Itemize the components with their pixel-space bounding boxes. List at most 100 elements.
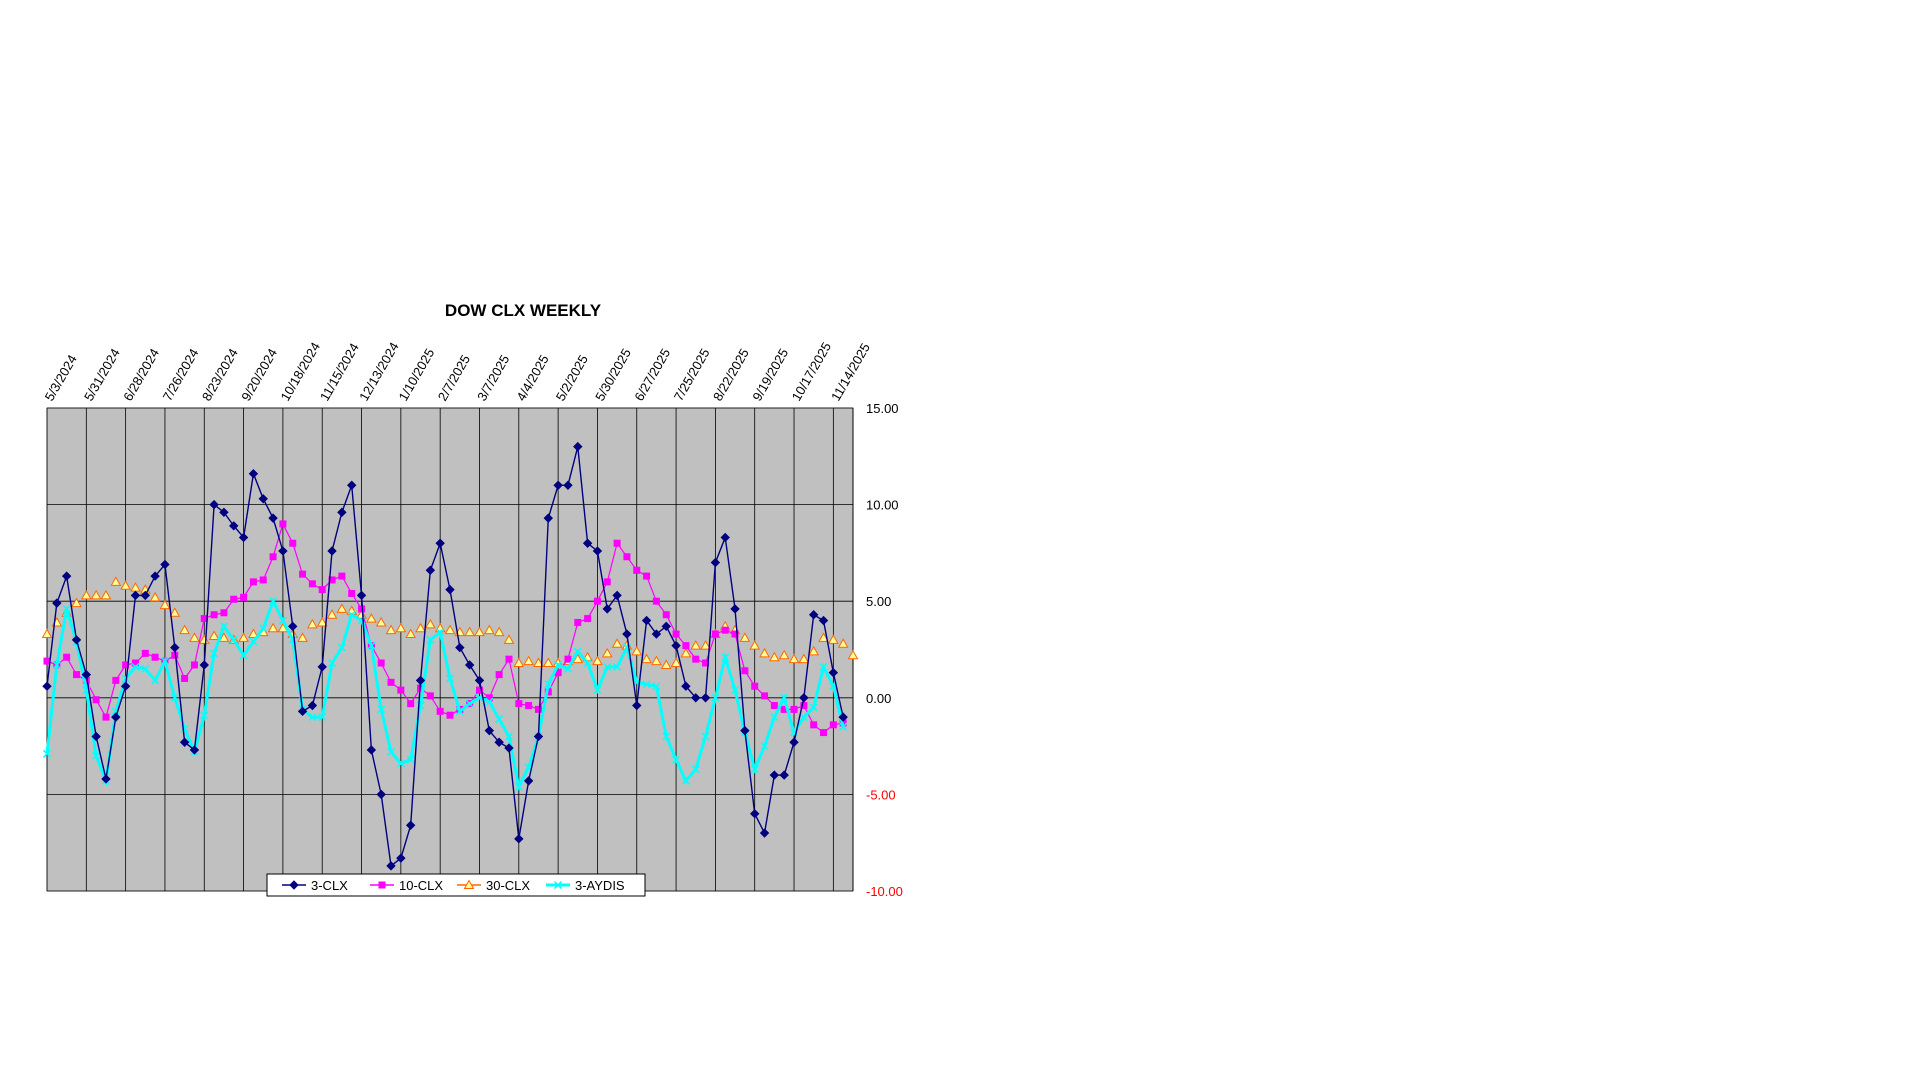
data-point-x <box>121 674 130 683</box>
data-point-diamond <box>651 629 662 639</box>
data-point-x <box>92 751 101 760</box>
data-point-x-stroke <box>62 604 71 613</box>
data-point-diamond <box>799 693 809 703</box>
data-point-diamond <box>484 725 495 736</box>
legend-label: 10-CLX <box>399 878 443 893</box>
data-point-x <box>721 653 730 662</box>
data-point-triangle <box>827 634 839 644</box>
data-point-x-stroke <box>544 680 553 689</box>
data-point-diamond <box>523 776 534 786</box>
legend: 3-CLX 10-CLX 30-CLX 3-AYDIS <box>266 873 646 897</box>
data-point-triangle <box>474 626 485 637</box>
data-point-square <box>810 721 818 729</box>
x-tick-label: 3/7/2025 <box>474 352 512 403</box>
data-point-square <box>672 630 680 638</box>
data-point-x-stroke <box>436 628 445 637</box>
data-point-square <box>829 721 837 729</box>
data-point-x <box>583 658 592 668</box>
data-point-x-stroke <box>583 658 592 668</box>
data-point-square <box>770 702 778 710</box>
data-point-diamond <box>464 660 475 670</box>
data-point-diamond <box>199 660 209 670</box>
data-point-square <box>623 553 631 561</box>
data-point-diamond <box>140 590 150 601</box>
data-point-x <box>750 765 759 774</box>
series-group <box>41 441 859 871</box>
data-point-x <box>141 664 150 673</box>
data-point-x-stroke <box>308 713 317 722</box>
data-point-x <box>652 682 661 691</box>
data-point-triangle <box>149 591 161 602</box>
data-point-x-stroke <box>652 682 661 691</box>
data-point-triangle <box>592 655 603 666</box>
data-point-x-stroke <box>495 715 504 724</box>
data-point-triangle <box>788 653 800 664</box>
data-point-x-stroke <box>426 635 435 644</box>
data-point-square <box>338 572 346 580</box>
data-point-diamond <box>91 731 101 742</box>
data-point-x-stroke <box>131 662 140 671</box>
data-point-diamond <box>81 669 92 680</box>
data-point-x <box>691 765 700 774</box>
data-point-triangle <box>307 618 318 629</box>
data-point-triangle <box>169 607 181 617</box>
data-point-x-stroke <box>92 751 101 760</box>
data-point-triangle <box>80 589 92 600</box>
data-point-diamond <box>573 441 583 452</box>
data-point-diamond <box>671 640 681 651</box>
data-point-square <box>171 651 179 659</box>
data-point-x <box>573 647 582 656</box>
data-point-diamond <box>691 693 701 703</box>
data-point-diamond <box>258 494 268 504</box>
data-point-triangle <box>778 649 790 660</box>
data-point-x-stroke <box>386 747 396 756</box>
data-point-x-stroke <box>839 722 848 731</box>
data-point-x-stroke <box>377 705 386 714</box>
data-point-diamond <box>808 610 819 620</box>
data-point-square <box>790 705 798 713</box>
data-point-diamond <box>130 590 141 601</box>
x-tick-label: 5/3/2024 <box>42 352 80 403</box>
data-point-square <box>475 686 483 694</box>
data-point-x <box>131 662 140 671</box>
data-point-triangle <box>700 640 711 650</box>
data-point-square <box>397 686 405 694</box>
data-point-x-stroke <box>553 880 563 890</box>
data-point-square <box>534 705 542 713</box>
data-point-x <box>426 635 435 644</box>
data-point-square <box>721 626 729 634</box>
data-point-diamond <box>661 621 671 632</box>
data-point-x <box>593 686 602 695</box>
data-point-triangle <box>690 640 702 650</box>
data-point-diamond <box>189 745 200 755</box>
data-point-x-stroke <box>229 635 238 644</box>
data-point-triangle <box>326 609 338 619</box>
data-point-x <box>455 707 464 716</box>
data-point-square <box>436 707 444 715</box>
data-point-triangle <box>513 657 525 668</box>
x-tick-label: 2/7/2025 <box>435 352 473 403</box>
data-point-triangle <box>405 628 417 639</box>
data-point-x <box>701 732 710 741</box>
data-point-diamond <box>327 546 337 556</box>
x-tick-label: 11/15/2024 <box>317 340 362 403</box>
data-point-x <box>662 732 671 741</box>
data-point-x <box>554 660 563 669</box>
x-tick-label: 6/28/2024 <box>120 346 162 404</box>
legend-label: 3-AYDIS <box>575 878 625 893</box>
data-point-diamond <box>337 507 347 518</box>
data-point-diamond <box>347 480 357 490</box>
data-point-triangle <box>248 628 259 639</box>
data-point-x <box>613 662 622 671</box>
data-point-x-stroke <box>485 697 494 706</box>
data-point-diamond <box>622 629 632 639</box>
x-tick-label: 5/30/2025 <box>592 346 634 404</box>
data-point-x-stroke <box>593 686 602 695</box>
data-point-square <box>751 682 759 690</box>
data-point-square <box>112 676 120 684</box>
data-point-diamond <box>289 880 299 890</box>
y-tick-label: 0.00 <box>866 691 891 706</box>
data-point-triangle <box>533 657 544 668</box>
data-point-square <box>348 589 356 597</box>
data-point-square <box>122 661 130 669</box>
